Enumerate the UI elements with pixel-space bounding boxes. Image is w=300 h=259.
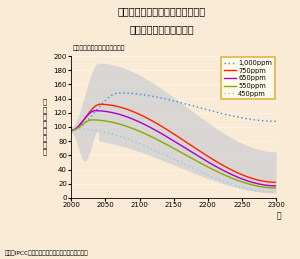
Text: （単位：億トン（炭素換算））: （単位：億トン（炭素換算）） (72, 46, 125, 51)
Y-axis label: 二
酸
化
炭
素
排
出
量: 二 酸 化 炭 素 排 出 量 (43, 99, 46, 155)
Text: 二酸化炭素排出量の変化: 二酸化炭素排出量の変化 (130, 25, 194, 35)
Legend: 1,000ppm, 750ppm, 650ppm, 550ppm, 450ppm: 1,000ppm, 750ppm, 650ppm, 550ppm, 450ppm (221, 57, 275, 99)
Text: 年: 年 (277, 211, 282, 220)
Text: さまざまな安定化水準に対応する: さまざまな安定化水準に対応する (118, 6, 206, 17)
Text: 資料：IPCC『第３次評価報告書』より環境省作成: 資料：IPCC『第３次評価報告書』より環境省作成 (4, 251, 88, 256)
